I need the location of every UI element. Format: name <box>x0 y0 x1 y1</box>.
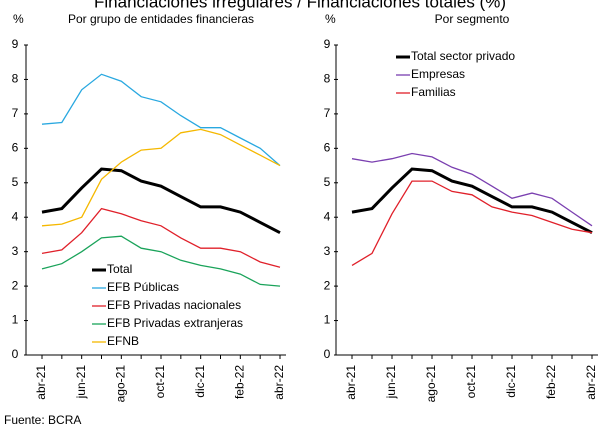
y-tick-label: 6 <box>324 141 331 155</box>
y-tick-label: 8 <box>324 72 331 86</box>
series-line <box>351 180 593 266</box>
y-tick-label: 1 <box>12 313 19 327</box>
x-tick-label: ago-21 <box>114 365 128 403</box>
series-line <box>41 207 281 268</box>
x-tick-label: abr-22 <box>272 365 286 400</box>
y-tick-label: 7 <box>324 106 331 120</box>
y-axis-label: % <box>325 12 336 26</box>
panel-title: Por segmento <box>435 12 510 26</box>
x-tick-label: jun-21 <box>74 365 88 400</box>
y-tick-label: 6 <box>12 141 19 155</box>
x-tick-label: oct-21 <box>153 365 167 399</box>
y-tick-label: 1 <box>324 313 331 327</box>
y-tick-label: 4 <box>324 209 331 223</box>
series-line <box>41 128 281 227</box>
x-tick-label: oct-21 <box>464 365 478 399</box>
y-tick-label: 2 <box>324 278 331 292</box>
y-tick-label: 8 <box>12 72 19 86</box>
legend-label: EFNB <box>107 334 139 348</box>
y-tick-label: 3 <box>12 244 19 258</box>
y-tick-label: 3 <box>324 244 331 258</box>
series-line <box>41 167 281 235</box>
x-tick-label: abr-22 <box>584 365 598 400</box>
x-tick-label: ago-21 <box>424 365 438 403</box>
figure-title: Financiaciones irregulares / Financiacio… <box>94 0 506 11</box>
x-tick-label: abr-21 <box>34 365 48 400</box>
y-tick-label: 9 <box>324 37 331 51</box>
x-tick-label: feb-22 <box>233 365 247 399</box>
y-axis-label: % <box>13 12 24 26</box>
x-tick-label: dic-21 <box>504 365 518 398</box>
legend-label: EFB Públicas <box>107 280 179 294</box>
legend-label: Total <box>107 262 132 276</box>
series-line <box>41 235 281 287</box>
y-tick-label: 9 <box>12 37 19 51</box>
y-tick-label: 0 <box>12 347 19 361</box>
x-tick-label: dic-21 <box>193 365 207 398</box>
x-tick-label: feb-22 <box>544 365 558 399</box>
series-line <box>41 73 281 167</box>
legend-label: Empresas <box>411 67 465 81</box>
legend-label: EFB Privadas extranjeras <box>107 316 243 330</box>
legend-label: Total sector privado <box>411 49 515 63</box>
y-tick-label: 0 <box>324 347 331 361</box>
y-tick-label: 7 <box>12 106 19 120</box>
series-line <box>351 167 593 235</box>
y-tick-label: 5 <box>324 175 331 189</box>
y-tick-label: 2 <box>12 278 19 292</box>
x-tick-label: abr-21 <box>344 365 358 400</box>
x-tick-label: jun-21 <box>384 365 398 400</box>
y-tick-label: 5 <box>12 175 19 189</box>
series-line <box>351 152 593 227</box>
source: Fuente: BCRA <box>4 413 81 427</box>
legend-label: Familias <box>411 85 456 99</box>
panel-title: Por grupo de entidades financieras <box>68 12 254 26</box>
y-tick-label: 4 <box>12 209 19 223</box>
legend-label: EFB Privadas nacionales <box>107 298 241 312</box>
